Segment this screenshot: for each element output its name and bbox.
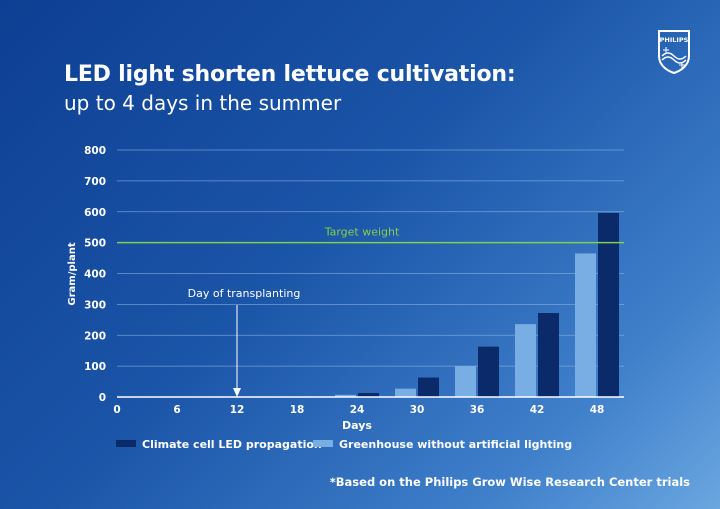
bar-greenhouse: [575, 253, 596, 397]
footnote: *Based on the Philips Grow Wise Research…: [329, 475, 690, 489]
x-axis-label: Days: [342, 419, 372, 432]
y-tick-label: 0: [99, 392, 106, 404]
bar-led: [418, 377, 439, 397]
x-tick-label: 24: [350, 404, 365, 416]
y-axis-label: Gram/plant: [67, 242, 78, 305]
y-tick-label: 200: [84, 330, 106, 342]
chart-title: LED light shorten lettuce cultivation:: [64, 62, 516, 87]
bar-led: [538, 313, 559, 397]
x-tick-label: 30: [410, 404, 425, 416]
legend-label: Climate cell LED propagation: [142, 438, 322, 451]
bar-greenhouse: [335, 394, 356, 397]
y-tick-label: 400: [84, 269, 106, 281]
bar-greenhouse: [515, 324, 536, 397]
legend: Climate cell LED propagation Greenhouse w…: [116, 438, 572, 451]
y-tick-label: 100: [84, 361, 106, 373]
y-tick-label: 600: [84, 207, 106, 219]
legend-swatch: [116, 440, 136, 447]
philips-shield-logo: PHILIPS: [658, 30, 690, 74]
target-weight-label: Target weight: [324, 226, 400, 239]
bar-greenhouse: [455, 366, 476, 397]
x-tick-label: 18: [290, 404, 305, 416]
y-tick-label: 700: [84, 176, 106, 188]
x-tick-label: 42: [530, 404, 545, 416]
x-tick-label: 0: [113, 404, 120, 416]
transplanting-annotation-label: Day of transplanting: [188, 287, 301, 300]
y-tick-label: 500: [84, 238, 106, 250]
x-tick-label: 48: [590, 404, 605, 416]
y-tick-label: 800: [84, 145, 106, 157]
logo-text: PHILIPS: [660, 36, 689, 44]
bar-led: [358, 392, 379, 397]
y-tick-label: 300: [84, 299, 106, 311]
legend-label: Greenhouse without artificial lighting: [339, 438, 572, 451]
x-tick-label: 36: [470, 404, 485, 416]
bar-led: [598, 212, 619, 397]
legend-swatch: [313, 440, 333, 447]
bar-led: [478, 346, 499, 397]
transplanting-arrow-head: [233, 388, 241, 397]
x-tick-label: 12: [230, 404, 245, 416]
bar-greenhouse: [395, 388, 416, 397]
x-tick-label: 6: [173, 404, 180, 416]
chart-subtitle: up to 4 days in the summer: [64, 91, 342, 115]
